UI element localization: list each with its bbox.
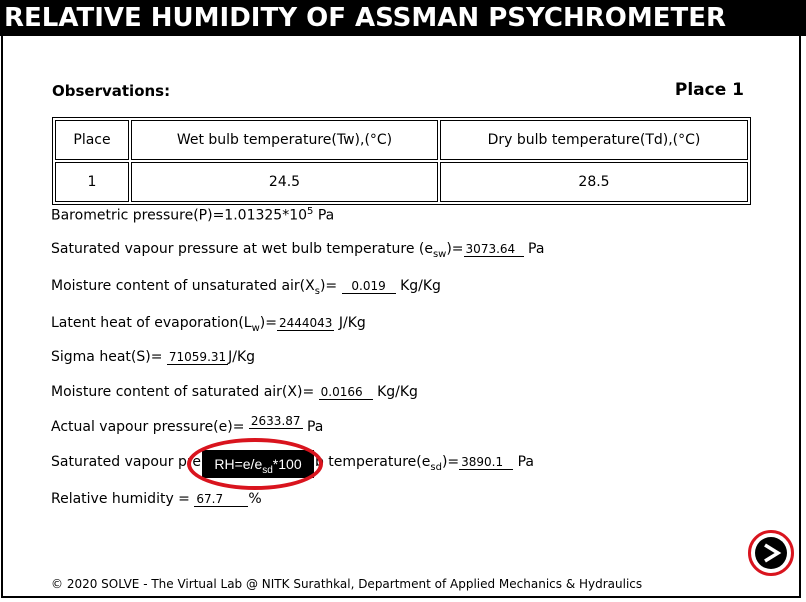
table-header-row: Place Wet bulb temperature(Tw),(°C) Dry … xyxy=(55,120,748,160)
header-dry-bulb: Dry bulb temperature(Td),(°C) xyxy=(440,120,748,160)
esw-value: 3073.64 xyxy=(463,242,524,257)
header-place: Place xyxy=(55,120,129,160)
page-title: RELATIVE HUMIDITY OF ASSMAN PSYCHROMETER xyxy=(0,0,806,36)
observations-label: Observations: xyxy=(52,82,171,100)
sigma-value: 71059.31 xyxy=(166,350,229,365)
place-label: Place 1 xyxy=(674,80,744,100)
x-row: Moisture content of saturated air(X)= 0.… xyxy=(51,384,418,400)
x-value: 0.0166 xyxy=(318,385,373,400)
cell-wet-bulb: 24.5 xyxy=(131,162,438,202)
esd-row: Saturated vapour pre b temperature(esd)= 3… xyxy=(51,454,534,473)
rh-row: Relative humidity = 67.7% xyxy=(51,491,262,507)
lw-row: Latent heat of evaporation(Lw)= 2444043 J… xyxy=(51,315,366,334)
cell-place: 1 xyxy=(55,162,129,202)
next-arrow-icon xyxy=(755,537,787,569)
barometric-pressure-row: Barometric pressure(P)=1.01325*105 Pa xyxy=(51,206,335,224)
cell-dry-bulb: 28.5 xyxy=(440,162,748,202)
e-value: 2633.87 xyxy=(248,414,303,429)
esd-value: 3890.1 xyxy=(459,455,514,470)
lw-value: 2444043 xyxy=(276,316,335,331)
e-row: Actual vapour pressure(e)= 2633.87 Pa xyxy=(51,414,324,435)
header-wet-bulb: Wet bulb temperature(Tw),(°C) xyxy=(131,120,438,160)
next-button[interactable] xyxy=(748,530,794,576)
table-row: 1 24.5 28.5 xyxy=(55,162,748,202)
sigma-row: Sigma heat(S)= 71059.31 J/Kg xyxy=(51,349,256,365)
footer-text: © 2020 SOLVE - The Virtual Lab @ NITK Su… xyxy=(51,577,643,591)
xs-row: Moisture content of unsaturated air(Xs)=… xyxy=(51,278,441,297)
xs-value: 0.019 xyxy=(341,279,396,294)
highlight-ring xyxy=(187,438,323,490)
esw-row: Saturated vapour pressure at wet bulb te… xyxy=(51,241,545,260)
observations-table: Place Wet bulb temperature(Tw),(°C) Dry … xyxy=(52,117,751,205)
rh-value: 67.7 xyxy=(194,492,249,507)
